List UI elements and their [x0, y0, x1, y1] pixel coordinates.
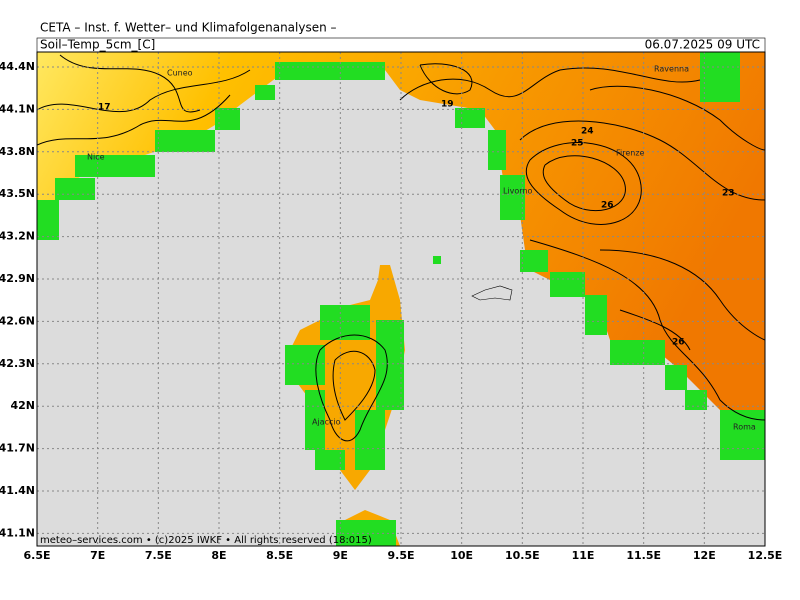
contour-label: 24	[581, 127, 594, 137]
city-label: Livorno	[503, 187, 533, 196]
lon-label: 11.5E	[626, 549, 661, 562]
lat-label: 41.1N	[0, 526, 35, 539]
lon-label: 10.5E	[505, 549, 540, 562]
city-label: Firenze	[616, 149, 645, 158]
lat-label: 42.6N	[0, 314, 35, 327]
lat-label: 44.1N	[0, 102, 35, 115]
lat-label: 43.2N	[0, 230, 35, 243]
lat-label: 42.3N	[0, 357, 35, 370]
contour-label: 19	[441, 100, 454, 110]
elba	[471, 285, 513, 301]
field-name: Soil–Temp_5cm_[C]	[40, 38, 155, 52]
city-label: Roma	[733, 423, 756, 432]
map-frame	[36, 51, 766, 547]
lon-label: 12.5E	[748, 549, 783, 562]
lon-label: 7.5E	[145, 549, 172, 562]
lon-label: 6.5E	[23, 549, 50, 562]
lat-label: 42.9N	[0, 272, 35, 285]
lon-label: 7E	[90, 549, 105, 562]
map-area	[37, 52, 765, 546]
lon-label: 11E	[572, 549, 595, 562]
lon-label: 12E	[693, 549, 716, 562]
lat-label: 43.8N	[0, 145, 35, 158]
contour-label: 17	[98, 103, 111, 113]
city-label: Ravenna	[654, 65, 689, 74]
lon-label: 8.5E	[266, 549, 293, 562]
lat-label: 41.4N	[0, 484, 35, 497]
footer: meteo–services.com • (c)2025 IWKF • All …	[40, 535, 372, 546]
city-label: Cuneo	[167, 69, 193, 78]
lat-label: 42N	[10, 399, 35, 412]
lon-label: 10E	[450, 549, 473, 562]
lat-label: 41.7N	[0, 442, 35, 455]
contour-label: 26	[601, 201, 614, 211]
lon-label: 9E	[333, 549, 348, 562]
title: CETA – Inst. f. Wetter– und Klimafolgena…	[40, 21, 337, 35]
contour-label: 23	[722, 189, 735, 199]
lon-label: 8E	[211, 549, 226, 562]
lat-label: 43.5N	[0, 187, 35, 200]
contour-label: 25	[571, 139, 584, 149]
city-label: Nice	[87, 153, 105, 162]
contour-label: 26	[672, 338, 685, 348]
city-label: Ajaccio	[312, 418, 341, 427]
lat-label: 44.4N	[0, 60, 35, 73]
lon-label: 9.5E	[387, 549, 414, 562]
valid-time: 06.07.2025 09 UTC	[645, 38, 760, 52]
